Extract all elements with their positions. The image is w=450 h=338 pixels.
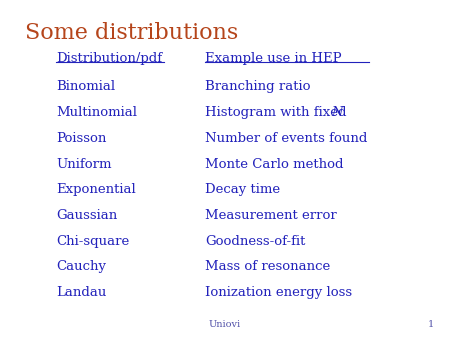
Text: Landau: Landau [56, 286, 107, 299]
Text: Decay time: Decay time [205, 183, 280, 196]
Text: Multinomial: Multinomial [56, 106, 137, 119]
Text: N: N [332, 106, 343, 119]
Text: Uniform: Uniform [56, 158, 112, 170]
Text: Distribution/pdf: Distribution/pdf [56, 52, 162, 65]
Text: Binomial: Binomial [56, 80, 115, 93]
Text: Poisson: Poisson [56, 132, 107, 145]
Text: Goodness-of-fit: Goodness-of-fit [205, 235, 305, 247]
Text: Ionization energy loss: Ionization energy loss [205, 286, 352, 299]
Text: Monte Carlo method: Monte Carlo method [205, 158, 343, 170]
Text: Exponential: Exponential [56, 183, 136, 196]
Text: Branching ratio: Branching ratio [205, 80, 310, 93]
Text: Measurement error: Measurement error [205, 209, 337, 222]
Text: Mass of resonance: Mass of resonance [205, 260, 330, 273]
Text: Uniovi: Uniovi [209, 319, 241, 329]
Text: Number of events found: Number of events found [205, 132, 367, 145]
Text: Some distributions: Some distributions [25, 22, 238, 44]
Text: 1: 1 [428, 319, 434, 329]
Text: Chi-square: Chi-square [56, 235, 130, 247]
Text: Histogram with fixed: Histogram with fixed [205, 106, 351, 119]
Text: Cauchy: Cauchy [56, 260, 106, 273]
Text: Example use in HEP: Example use in HEP [205, 52, 342, 65]
Text: Gaussian: Gaussian [56, 209, 117, 222]
